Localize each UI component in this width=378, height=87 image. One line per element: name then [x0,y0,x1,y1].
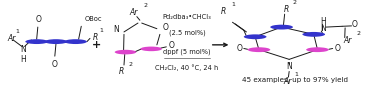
Text: O: O [52,60,58,69]
Text: 1: 1 [15,29,19,34]
Circle shape [248,47,270,52]
Text: O: O [351,20,357,29]
Circle shape [302,32,325,37]
Text: 2: 2 [293,0,297,5]
Text: Ar: Ar [344,36,352,45]
Text: 2: 2 [144,3,147,8]
Circle shape [270,25,293,29]
Text: (2.5 mol%): (2.5 mol%) [169,29,206,36]
Text: +: + [92,40,101,50]
Text: R: R [119,67,124,76]
Text: O: O [169,41,175,50]
Text: N: N [320,24,326,33]
Circle shape [306,47,329,52]
Text: 1: 1 [231,2,235,7]
Text: O: O [162,23,168,32]
Circle shape [25,39,48,44]
Circle shape [45,39,67,44]
Text: 45 examples, up to 97% yield: 45 examples, up to 97% yield [242,77,348,83]
Text: CH₂Cl₂, 40 °C, 24 h: CH₂Cl₂, 40 °C, 24 h [155,64,219,71]
Text: R: R [220,7,226,16]
Text: OBoc: OBoc [85,16,102,22]
Text: O: O [36,15,42,23]
Text: N: N [286,62,292,71]
Circle shape [115,50,136,54]
Circle shape [140,47,162,51]
Text: R: R [284,5,289,14]
Circle shape [64,39,87,44]
Text: N: N [20,45,26,54]
Text: Ar: Ar [8,34,16,43]
Text: Pd₂dba₃•CHCl₃: Pd₂dba₃•CHCl₃ [163,14,211,20]
Text: dppf (5 mol%): dppf (5 mol%) [163,48,211,55]
Text: N: N [113,25,119,34]
Text: 2: 2 [356,31,360,36]
Text: Ar: Ar [283,77,291,86]
Circle shape [244,34,266,39]
Text: O: O [334,44,340,53]
Text: O: O [236,44,242,53]
Text: Ar: Ar [130,8,138,17]
Text: R: R [93,33,98,42]
Text: 2: 2 [128,62,132,67]
Text: H: H [320,17,326,26]
Text: 1: 1 [99,28,103,33]
Text: H: H [20,55,26,64]
Text: 1: 1 [295,72,299,77]
